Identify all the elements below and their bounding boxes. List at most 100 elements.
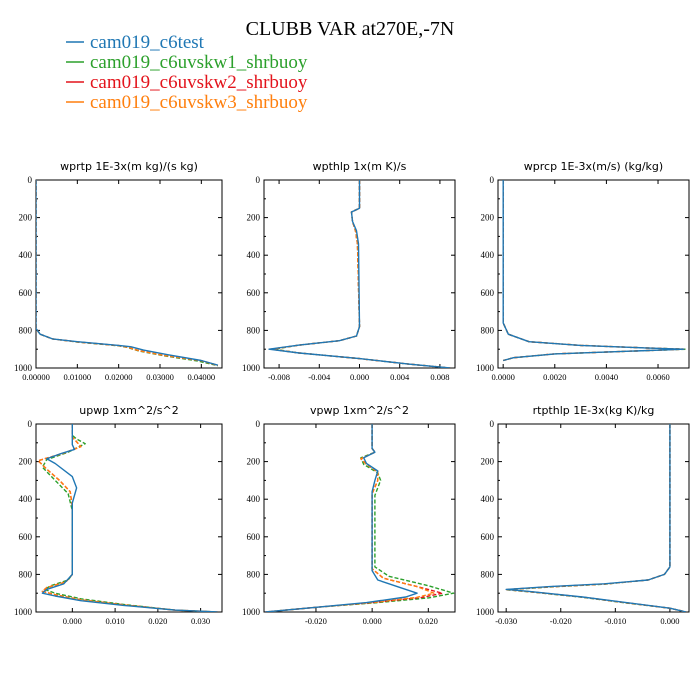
- y-tick-label: 1000: [476, 363, 495, 373]
- y-tick-label: 1000: [242, 607, 261, 617]
- series-line-cam019_c6uvskw2_shrbuoy: [270, 180, 451, 368]
- x-tick-label: 0.0020: [543, 372, 566, 382]
- x-tick-label: -0.008: [268, 372, 290, 382]
- plot-frame: [263, 423, 456, 613]
- y-tick-label: 0: [28, 175, 33, 185]
- y-tick-label: 400: [481, 494, 495, 504]
- legend-entry: cam019_c6uvskw3_shrbuoy: [90, 92, 308, 113]
- series-line-cam019_c6test: [505, 424, 687, 612]
- y-tick-label: 800: [247, 569, 261, 579]
- y-tick-label: 600: [247, 288, 261, 298]
- series-line-cam019_c6test: [268, 180, 451, 368]
- y-tick-label: 0: [256, 175, 261, 185]
- panel-title: rtpthlp 1E-3x(kg K)/kg: [533, 404, 655, 417]
- chart-panel: wpthlp 1x(m K)/s 0 200 400 600 800 1000 -0.008 -…: [242, 160, 456, 382]
- x-tick-label: 0.000: [363, 616, 382, 626]
- x-tick-label: -0.010: [604, 616, 626, 626]
- series-line-cam019_c6uvskw2_shrbuoy: [265, 424, 444, 612]
- y-tick-label: 200: [247, 213, 261, 223]
- y-tick-label: 600: [481, 532, 495, 542]
- y-tick-label: 800: [247, 325, 261, 335]
- x-tick-label: 0.020: [148, 616, 167, 626]
- x-tick-label: 0.000: [660, 616, 679, 626]
- legend-entry: cam019_c6uvskw2_shrbuoy: [90, 72, 308, 93]
- series-line-cam019_c6uvskw2_shrbuoy: [502, 180, 685, 362]
- y-tick-label: 0: [256, 419, 261, 429]
- series-line-cam019_c6test: [265, 424, 418, 612]
- y-tick-label: 600: [19, 532, 33, 542]
- y-tick-label: 1000: [242, 363, 261, 373]
- x-tick-label: 0.03000: [146, 372, 174, 382]
- panel-title: wpthlp 1x(m K)/s: [313, 160, 407, 173]
- series-line-cam019_c6uvskw1_shrbuoy: [36, 180, 219, 367]
- x-tick-label: -0.020: [550, 616, 572, 626]
- x-tick-label: 0.004: [390, 372, 410, 382]
- series-line-cam019_c6uvskw3_shrbuoy: [36, 180, 219, 367]
- y-tick-label: 1000: [14, 363, 33, 373]
- x-tick-label: 0.0040: [595, 372, 618, 382]
- y-tick-label: 600: [247, 532, 261, 542]
- legend-entry: cam019_c6uvskw1_shrbuoy: [90, 52, 308, 73]
- x-tick-label: 0.02000: [105, 372, 133, 382]
- y-tick-label: 1000: [14, 607, 33, 617]
- x-tick-label: -0.020: [305, 616, 327, 626]
- y-tick-label: 200: [481, 213, 495, 223]
- series-line-cam019_c6uvskw1_shrbuoy: [502, 180, 688, 362]
- series-line-cam019_c6uvskw2_shrbuoy: [36, 180, 219, 367]
- series-line-cam019_c6uvskw1_shrbuoy: [265, 424, 455, 612]
- x-tick-label: 0.020: [419, 616, 438, 626]
- panel-title: wprtp 1E-3x(m kg)/(s kg): [60, 160, 198, 173]
- x-tick-label: 0.00000: [22, 372, 50, 382]
- chart-panel: wprcp 1E-3x(m/s) (kg/kg) 0 200 400 600 800 100…: [476, 160, 690, 382]
- chart-panel: vpwp 1xm^2/s^2 0 200 400 600 800 1000 -0.020 0.0…: [242, 404, 456, 626]
- x-tick-label: 0.04000: [188, 372, 216, 382]
- y-tick-label: 400: [481, 250, 495, 260]
- y-tick-label: 800: [19, 325, 33, 335]
- x-tick-label: -0.004: [308, 372, 331, 382]
- y-tick-label: 800: [481, 569, 495, 579]
- y-tick-label: 200: [481, 457, 495, 467]
- series-line-cam019_c6test: [502, 180, 685, 362]
- chart-panel: wprtp 1E-3x(m kg)/(s kg) 0 200 400 600 800 100…: [14, 160, 223, 382]
- figure-title: CLUBB VAR at270E,-7N: [246, 18, 455, 40]
- y-tick-label: 400: [19, 494, 33, 504]
- chart-panels: wprtp 1E-3x(m kg)/(s kg) 0 200 400 600 800 100…: [14, 160, 690, 626]
- x-tick-label: 0.01000: [64, 372, 92, 382]
- x-tick-label: 0.030: [191, 616, 210, 626]
- plot-frame: [497, 179, 690, 369]
- y-tick-label: 200: [247, 457, 261, 467]
- series-line-cam019_c6uvskw3_shrbuoy: [265, 424, 435, 612]
- series-line-cam019_c6uvskw3_shrbuoy: [270, 180, 451, 368]
- y-tick-label: 400: [247, 250, 261, 260]
- x-tick-label: -0.030: [495, 616, 517, 626]
- y-tick-label: 600: [19, 288, 33, 298]
- y-tick-label: 400: [19, 250, 33, 260]
- series-line-cam019_c6test: [36, 180, 219, 366]
- x-tick-label: 0.000: [350, 372, 369, 382]
- panel-title: upwp 1xm^2/s^2: [79, 404, 179, 417]
- y-tick-label: 800: [481, 325, 495, 335]
- y-tick-label: 0: [490, 419, 495, 429]
- y-tick-label: 0: [28, 419, 33, 429]
- y-tick-label: 200: [19, 213, 33, 223]
- y-tick-label: 400: [247, 494, 261, 504]
- y-tick-label: 600: [481, 288, 495, 298]
- x-tick-label: 0.008: [430, 372, 449, 382]
- series-line-cam019_c6uvskw3_shrbuoy: [502, 180, 685, 362]
- x-tick-label: 0.000: [63, 616, 82, 626]
- x-tick-label: 0.0000: [491, 372, 514, 382]
- y-tick-label: 800: [19, 569, 33, 579]
- panel-title: wprcp 1E-3x(m/s) (kg/kg): [524, 160, 663, 173]
- y-tick-label: 0: [490, 175, 495, 185]
- panel-title: vpwp 1xm^2/s^2: [310, 404, 409, 417]
- y-tick-label: 200: [19, 457, 33, 467]
- x-tick-label: 0.010: [106, 616, 125, 626]
- series-line-cam019_c6test: [41, 424, 218, 612]
- chart-panel: rtpthlp 1E-3x(kg K)/kg02004006008001000-…: [476, 404, 690, 626]
- series-line-cam019_c6uvskw1_shrbuoy: [41, 424, 218, 612]
- legend: cam019_c6testcam019_c6uvskw1_shrbuoycam0…: [66, 32, 308, 113]
- chart-panel: upwp 1xm^2/s^2 0 200 400 600 800 1000 0.000 0.01…: [14, 404, 223, 626]
- legend-entry: cam019_c6test: [90, 32, 205, 53]
- series-line-cam019_c6uvskw1_shrbuoy: [273, 180, 451, 368]
